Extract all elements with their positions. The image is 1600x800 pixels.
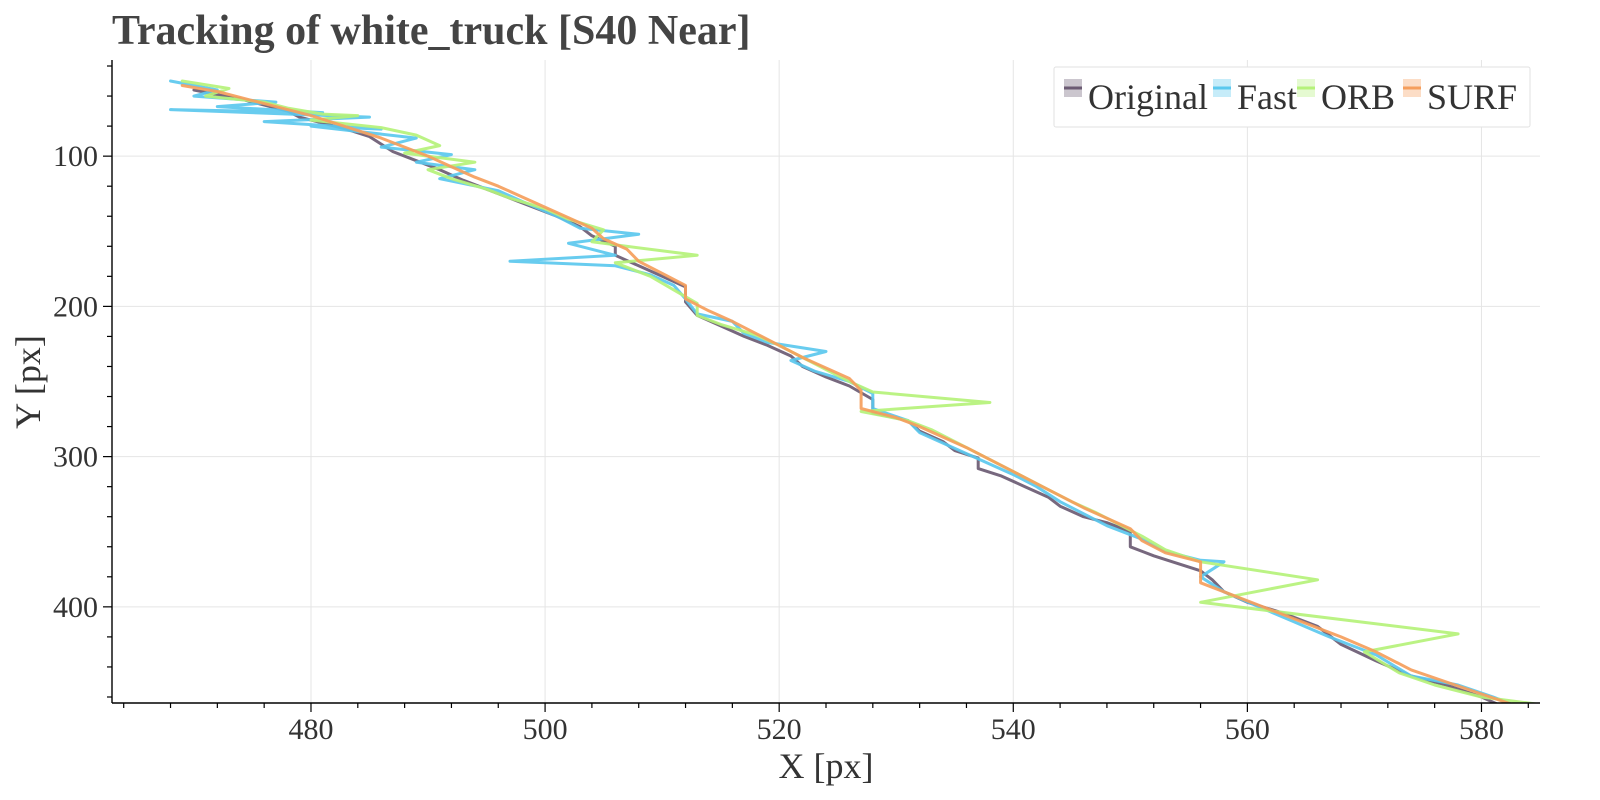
y-tick-label: 100	[53, 140, 98, 173]
legend-label-fast: Fast	[1237, 77, 1297, 117]
legend-label-surf: SURF	[1427, 77, 1517, 117]
series-line-surf	[180, 84, 1513, 703]
axes: 480 500 520 540 560 580 100 200 300 400	[53, 60, 1540, 746]
x-tick-label: 500	[523, 713, 568, 746]
y-tick-label: 400	[53, 591, 98, 624]
y-tick-label: 200	[53, 290, 98, 323]
x-axis-label: X [px]	[779, 746, 874, 786]
x-tick-label: 580	[1459, 713, 1504, 746]
x-tick-label: 540	[991, 713, 1036, 746]
y-axis-label: Y [px]	[8, 335, 48, 429]
y-tick-label: 300	[53, 441, 98, 474]
chart-title: Tracking of white_truck [S40 Near]	[112, 8, 750, 54]
legend-box	[1053, 66, 1531, 128]
series-line-fast	[169, 79, 1513, 703]
legend-label-original: Original	[1088, 77, 1208, 117]
grid	[112, 60, 1540, 703]
legend-label-orb: ORB	[1321, 77, 1395, 117]
series-group	[169, 79, 1540, 703]
x-tick-label: 560	[1225, 713, 1270, 746]
x-tick-label: 480	[288, 713, 333, 746]
x-tick-label: 520	[757, 713, 802, 746]
legend: Original Fast ORB SURF	[1053, 66, 1531, 128]
